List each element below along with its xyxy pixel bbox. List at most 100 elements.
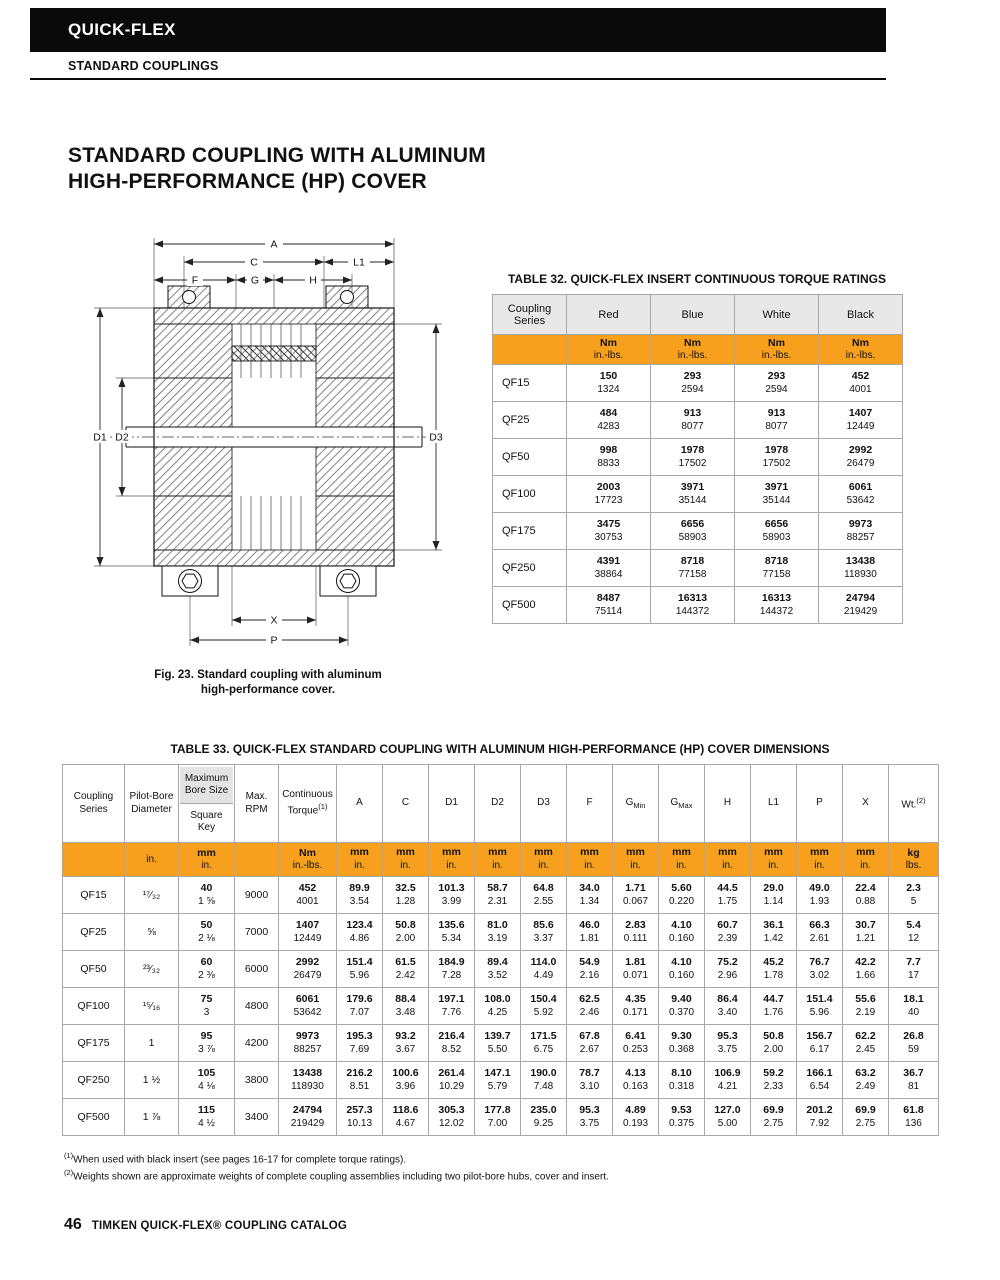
inch-value: 4 ½: [198, 1117, 215, 1129]
inch-value: 35144: [762, 494, 791, 506]
dimension-cell: 62.5 2.46: [566, 987, 613, 1025]
metric-value: 179.6: [346, 992, 373, 1005]
inch-value: 1.42: [763, 932, 784, 944]
footnote-2-marker: (2): [64, 1168, 74, 1178]
inch-value: 8.51: [349, 1080, 370, 1092]
metric-value: 9.40: [671, 992, 692, 1005]
dimension-cell: 44.5 1.75: [704, 876, 751, 914]
metric-value: 147.1: [484, 1066, 511, 1079]
inch-value: 77158: [762, 568, 791, 580]
inch-value: 2594: [681, 383, 704, 395]
torque-value-cell: 16313 144372: [734, 586, 819, 624]
inch-value: 2.55: [533, 895, 554, 907]
dim-label-d3: D3: [429, 432, 443, 444]
metric-value: 166.1: [806, 1066, 833, 1079]
metric-value: 2992: [848, 443, 873, 456]
rpm-cell: 6000: [234, 950, 279, 988]
torque-value-cell: 3971 35144: [734, 475, 819, 513]
inch-value: 17723: [594, 494, 623, 506]
dimension-cell: 201.2 7.92: [796, 1098, 843, 1136]
footnote-1-marker: (1): [64, 1151, 74, 1160]
metric-value: mm: [350, 846, 369, 859]
metric-value: mm: [488, 846, 507, 859]
metric-value: 115: [198, 1103, 215, 1116]
dimension-cell: 171.5 6.75: [520, 1024, 567, 1062]
unit-kg: kg: [907, 846, 920, 859]
dimension-cell: 197.1 7.76: [428, 987, 475, 1025]
inch-value: 3.75: [717, 1043, 738, 1055]
inch-value: 5.34: [441, 932, 462, 944]
metric-value: 93.2: [395, 1029, 416, 1042]
page-title-line2: HIGH-PERFORMANCE (HP) COVER: [68, 170, 427, 194]
pilot-bore-cell: 1: [124, 1024, 179, 1062]
inch-value: 2.96: [717, 969, 738, 981]
dimension-cell: 108.0 4.25: [474, 987, 521, 1025]
dimension-cell: 4.35 0.171: [612, 987, 659, 1025]
inch-value: 6.17: [809, 1043, 830, 1055]
inch-value: 8077: [765, 420, 788, 432]
dim-column-header: P: [796, 764, 843, 843]
dimension-cell: 44.7 1.76: [750, 987, 797, 1025]
inch-value: 5.50: [487, 1043, 508, 1055]
dimension-cell: 257.3 10.13: [336, 1098, 383, 1136]
metric-value: 36.1: [763, 918, 784, 931]
t32-unit-cell: Nm in.-lbs.: [650, 334, 735, 365]
metric-value: 106.9: [714, 1066, 741, 1079]
metric-value: 1407: [848, 406, 873, 419]
weight-cell: 26.8 59: [888, 1024, 939, 1062]
metric-value: 95: [200, 1029, 213, 1042]
t33-series-header: Coupling Series: [62, 764, 125, 843]
metric-value: 171.5: [530, 1029, 557, 1042]
metric-value: 7.7: [906, 955, 921, 968]
pilot-bore-cell: ¹⁷⁄₃₂: [124, 876, 179, 914]
torque-value-cell: 913 8077: [650, 401, 735, 439]
unit-lbs: lbs.: [905, 860, 922, 872]
metric-value: 78.7: [579, 1066, 600, 1079]
metric-value: 50: [200, 918, 213, 931]
inch-value: 3.19: [487, 932, 508, 944]
torque-value-cell: 3475 30753: [566, 512, 651, 550]
metric-value: 190.0: [530, 1066, 557, 1079]
torque-value-cell: 1978 17502: [734, 438, 819, 476]
metric-value: mm: [672, 846, 691, 859]
max-bore-cell: 40 1 ⅝: [178, 876, 235, 914]
torque-value-cell: 2992 26479: [818, 438, 903, 476]
inch-value: 58903: [678, 531, 707, 543]
t33-unit-pilot: in.: [124, 842, 179, 877]
metric-value: 64.8: [533, 881, 554, 894]
torque-header-label: Continuous Torque: [282, 789, 333, 817]
dimension-cell: 34.0 1.34: [566, 876, 613, 914]
series-cell: QF50: [62, 950, 125, 988]
metric-value: 197.1: [438, 992, 465, 1005]
metric-value: 6656: [764, 517, 789, 530]
metric-value: 2992: [295, 955, 320, 968]
page-footer: 46 TIMKEN QUICK-FLEX® COUPLING CATALOG: [64, 1216, 347, 1234]
dimension-cell: 1.81 0.071: [612, 950, 659, 988]
max-bore-cell: 105 4 ⅛: [178, 1061, 235, 1099]
pilot-bore-cell: ¹⁵⁄₁₆: [124, 987, 179, 1025]
metric-value: 139.7: [484, 1029, 511, 1042]
t33-unit-series: [62, 842, 125, 877]
figure-caption-line1: Fig. 23. Standard coupling with aluminum: [154, 669, 382, 681]
dim-column-header: F: [566, 764, 613, 843]
dimension-cell: 30.7 1.21: [842, 913, 889, 951]
page-number: 46: [64, 1216, 82, 1233]
t32-unit-empty: [492, 334, 567, 365]
wt-footnote-ref: (2): [916, 795, 926, 805]
inch-value: 1.21: [855, 932, 876, 944]
dimension-cell: 106.9 4.21: [704, 1061, 751, 1099]
inch-value: 3: [203, 1006, 210, 1018]
metric-value: 293: [683, 369, 702, 382]
dimension-cell: 118.6 4.67: [382, 1098, 429, 1136]
dimension-cell: 190.0 7.48: [520, 1061, 567, 1099]
dim-unit-cell: mm in.: [520, 842, 567, 877]
dimension-cell: 46.0 1.81: [566, 913, 613, 951]
inch-value: 1 ⅝: [198, 895, 215, 907]
dimension-cell: 88.4 3.48: [382, 987, 429, 1025]
series-cell: QF15: [492, 364, 567, 402]
inch-value: 1.66: [855, 969, 876, 981]
dimension-cell: 78.7 3.10: [566, 1061, 613, 1099]
metric-value: 29.0: [763, 881, 784, 894]
metric-value: 50.8: [763, 1029, 784, 1042]
metric-value: 6656: [680, 517, 705, 530]
